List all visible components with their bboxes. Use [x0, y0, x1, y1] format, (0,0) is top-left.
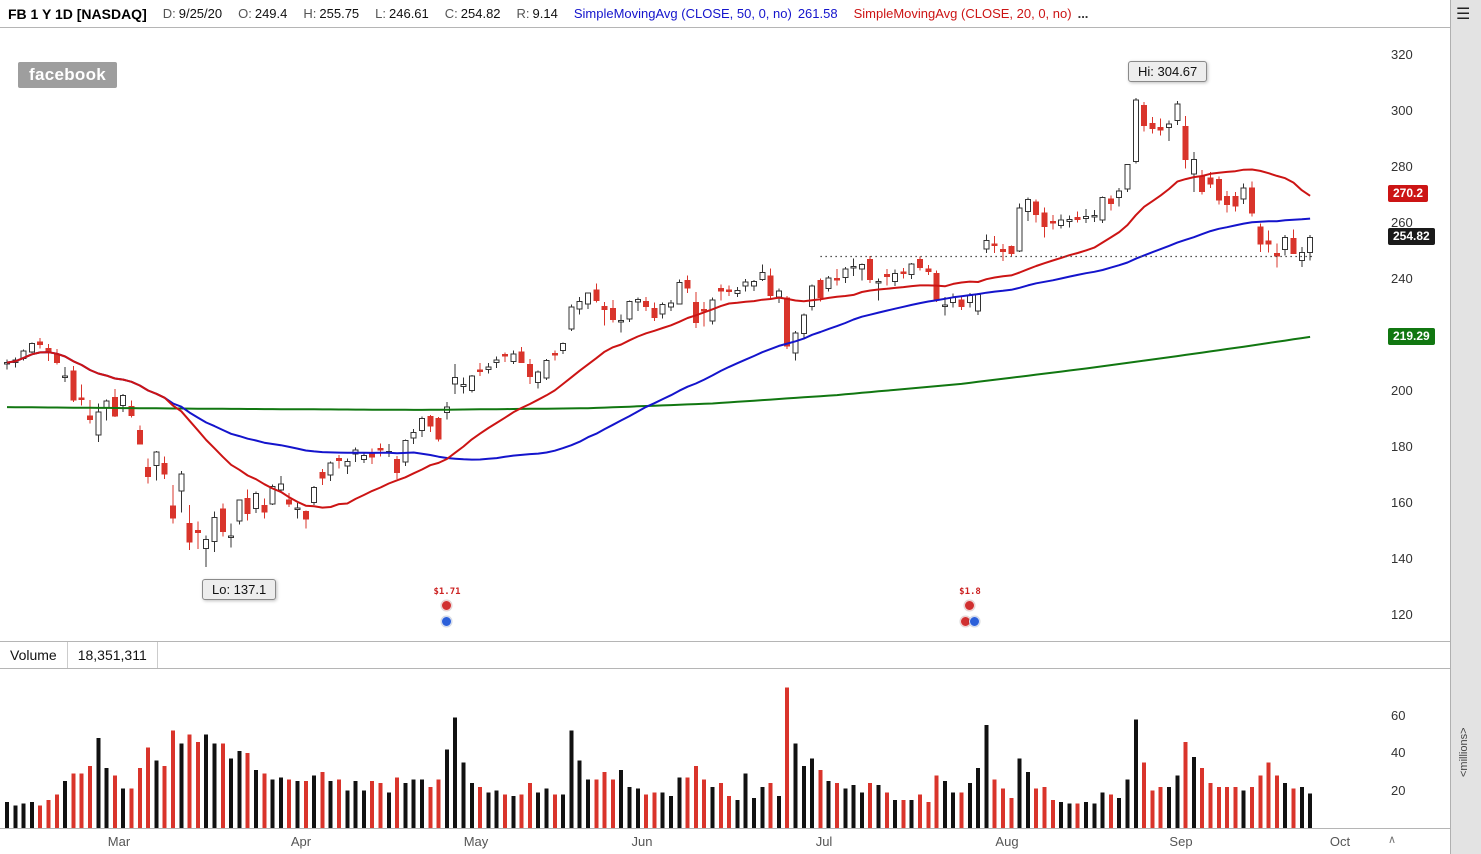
facebook-watermark: facebook [18, 62, 118, 88]
chart-header: FB 1 Y 1D [NASDAQ] D: 9/25/20 O: 249.4 H: 255… [0, 0, 1450, 28]
symbol-title[interactable]: FB 1 Y 1D [NASDAQ] [8, 5, 147, 22]
volume-bars-layer [5, 687, 1313, 828]
earnings-marker-icon[interactable] [441, 616, 452, 627]
study-label[interactable]: SimpleMovingAvg (CLOSE, 20, 0, no) [853, 6, 1072, 21]
price-axis-tick: 200 [1391, 383, 1413, 398]
ohlc-field: D: 9/25/20 [162, 6, 223, 21]
ohlc-field: O: 249.4 [238, 6, 288, 21]
ohlc-fields: D: 9/25/20 O: 249.4 H: 255.75 L: 246.61 C: 254.82… [147, 6, 558, 21]
price-axis-tick: 180 [1391, 439, 1413, 454]
price-axis-tick: 300 [1391, 103, 1413, 118]
volume-axis-tick: 60 [1391, 708, 1406, 723]
price-axis-tick: 320 [1391, 47, 1413, 62]
earnings-marker-icon[interactable] [441, 600, 452, 611]
price-axis-tick: 260 [1391, 215, 1413, 230]
sma50-line [6, 217, 1311, 461]
sma200-line [6, 335, 1311, 411]
earnings-marker-icon[interactable] [969, 616, 980, 627]
price-axis-tick: 220 [1391, 327, 1413, 342]
price-badge-sma200: 219.29 [1388, 328, 1435, 345]
ohlc-field: L: 246.61 [375, 6, 429, 21]
price-chart[interactable] [0, 28, 1385, 641]
price-axis-tick: 120 [1391, 607, 1413, 622]
volume-label: Volume [0, 642, 68, 668]
volume-axis-unit: <millions> [1458, 727, 1470, 777]
price-axis-tick: 160 [1391, 495, 1413, 510]
price-axis-tick: 140 [1391, 551, 1413, 566]
sma20-line [6, 168, 1311, 509]
candles-layer [4, 97, 1314, 567]
volume-value: 18,351,311 [68, 642, 158, 668]
ohlc-field: R: 9.14 [516, 6, 558, 21]
panel-menu-icon[interactable]: ☰ [1456, 6, 1471, 23]
price-badge-last-price: 254.82 [1388, 228, 1435, 245]
right-gutter [1450, 0, 1481, 854]
earnings-marker-icon[interactable] [964, 600, 975, 611]
volume-axis-tick: 20 [1391, 783, 1406, 798]
price-badge-sma20: 270.2 [1388, 185, 1429, 202]
x-axis-row [0, 828, 1450, 854]
volume-chart[interactable] [0, 676, 1385, 828]
volume-panel-header: Volume 18,351,311 [0, 641, 1450, 669]
price-axis-tick: 240 [1391, 271, 1413, 286]
study-labels: SimpleMovingAvg (CLOSE, 50, 0, no) 261.58… [558, 6, 1072, 21]
price-axis-tick: 280 [1391, 159, 1413, 174]
collapse-chevron-icon[interactable]: ∧ [1388, 834, 1397, 846]
ohlc-field: H: 255.75 [303, 6, 360, 21]
study-label[interactable]: SimpleMovingAvg (CLOSE, 50, 0, no) 261.58 [573, 6, 838, 21]
ohlc-field: C: 254.82 [444, 6, 501, 21]
more-studies[interactable]: ... [1077, 6, 1089, 21]
volume-axis-tick: 40 [1391, 745, 1406, 760]
